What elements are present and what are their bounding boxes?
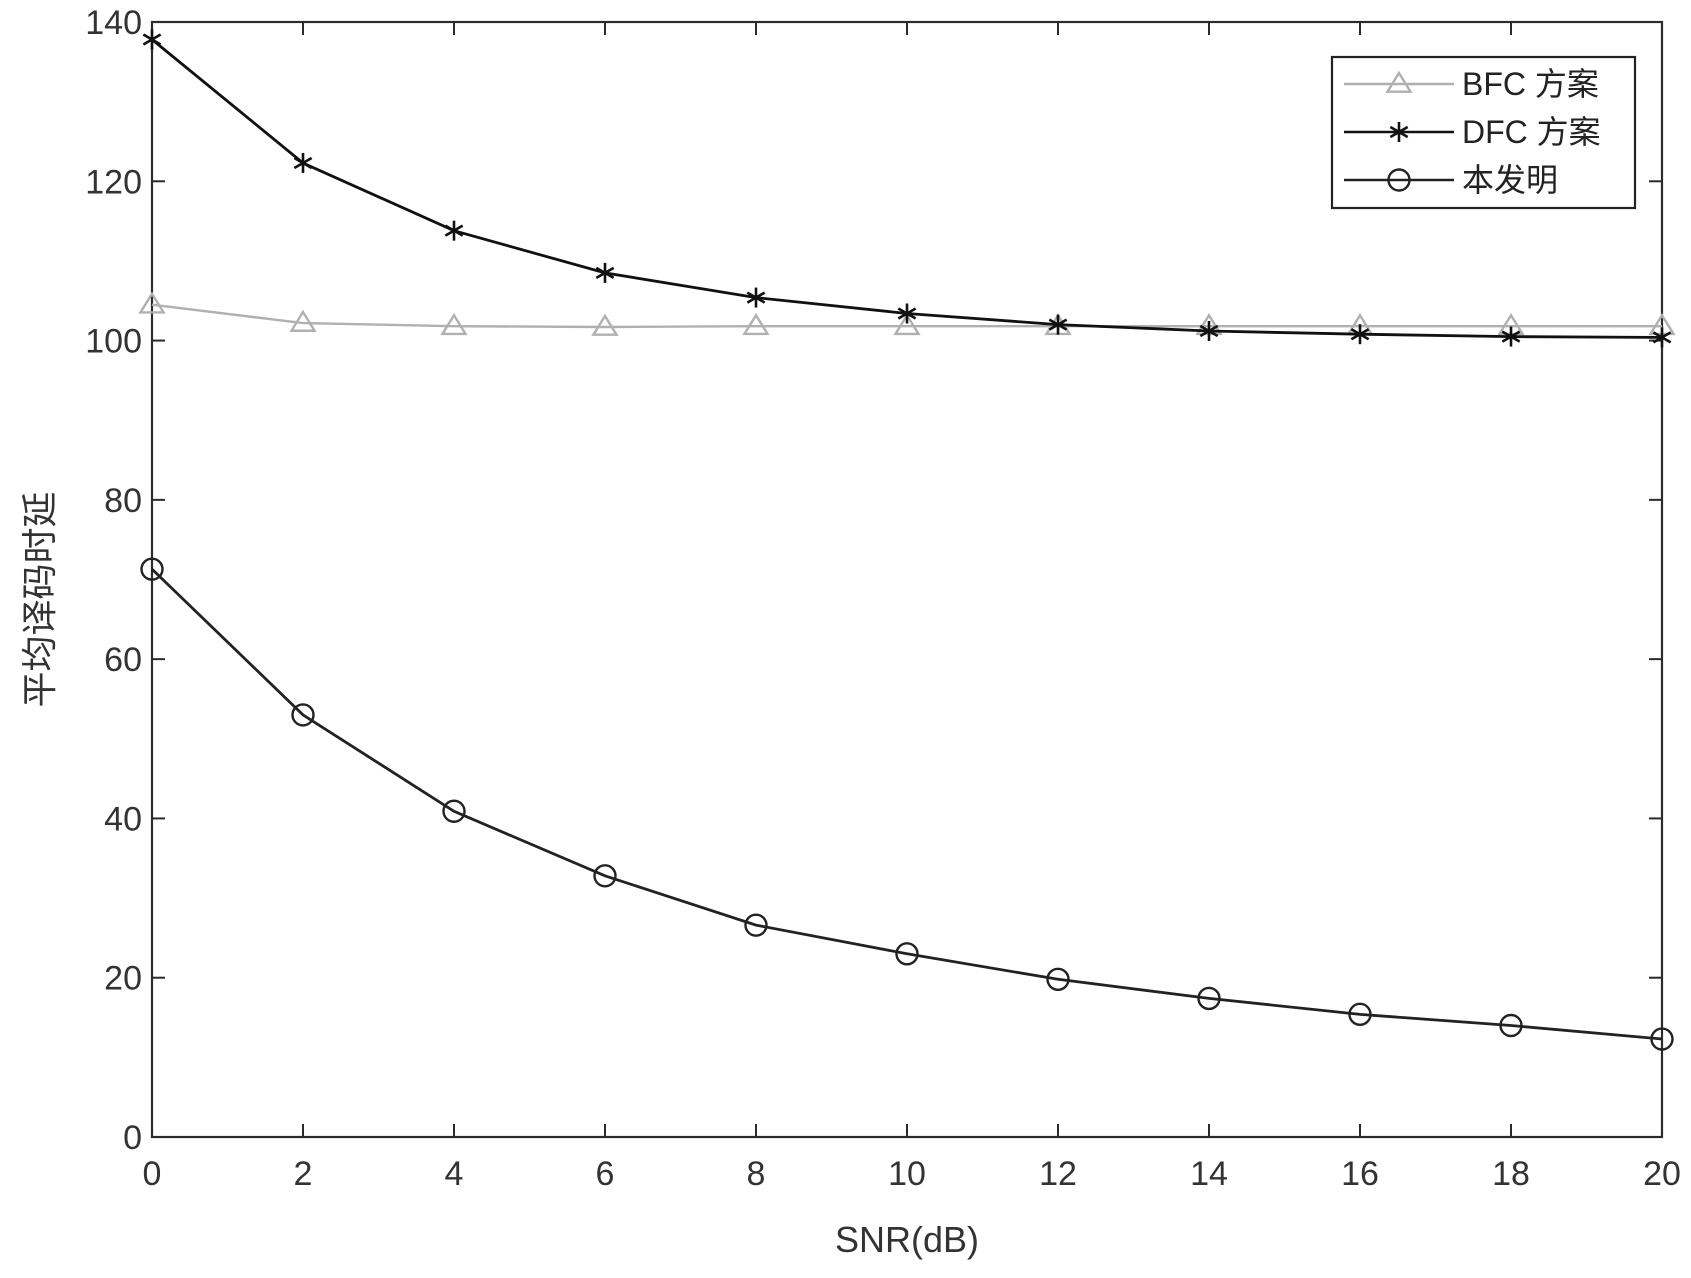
x-axis-title: SNR(dB) [835,1219,979,1260]
asterisk-stroke [1199,324,1219,338]
data-point [593,864,617,888]
axes-group: 0 2 4 6 8 10 12 14 16 18 20 0 20 40 60 80 100 120 140 SNR(d… [19,4,1681,1260]
y-tick-label: 40 [104,800,142,838]
legend-label: BFC 方案 [1462,66,1599,102]
data-point [742,312,770,336]
y-tick-label: 20 [104,960,142,998]
data-point [1652,327,1672,348]
legend-item: BFC 方案 [1344,66,1599,102]
y-tick-label: 0 [123,1119,142,1157]
data-point [897,303,917,324]
asterisk-stroke [142,33,162,46]
x-tick-label: 12 [1039,1155,1077,1193]
data-point [293,152,313,173]
data-point [140,557,164,581]
x-tick-label: 0 [143,1155,162,1193]
asterisk-stroke [1652,331,1672,344]
asterisk-stroke [595,266,615,280]
x-tick-label: 18 [1492,1155,1530,1193]
data-point [138,291,166,314]
x-tick-label: 6 [596,1155,615,1193]
x-tick-label: 10 [888,1155,926,1193]
data-point [1197,986,1221,1011]
x-tick-label: 16 [1341,1155,1379,1193]
asterisk-stroke [293,156,313,170]
data-point [1650,1027,1674,1051]
data-point [291,703,315,727]
x-tick-label: 2 [294,1155,313,1193]
data-point [142,29,162,50]
x-tick-label: 4 [445,1155,464,1193]
y-tick-label: 100 [85,323,142,361]
series-2 [140,557,1674,1051]
y-axis-title: 平均译码时延 [19,491,60,707]
data-point [595,262,615,283]
legend-label: DFC 方案 [1462,114,1601,150]
data-point [1501,326,1521,347]
series-group [138,29,1676,1051]
asterisk-stroke [1501,330,1521,343]
series-line [151,568,1663,1041]
legend-item: 本发明 [1344,162,1558,198]
legend-marker [1387,168,1411,192]
data-point [1048,314,1068,335]
legend-item: DFC 方案 [1344,114,1601,150]
asterisk-stroke [1389,125,1409,139]
data-point [440,312,468,336]
asterisk-stroke [897,307,917,320]
legend-marker [1389,122,1409,142]
data-point [444,220,464,241]
series-1 [142,29,1672,348]
data-point [591,313,619,336]
data-point [1348,1002,1372,1027]
asterisk-stroke [746,291,766,304]
y-tick-label: 80 [104,482,142,520]
y-tick-label: 120 [85,163,142,201]
data-point [744,913,768,937]
asterisk-stroke [1350,328,1370,341]
legend-marker [1385,70,1413,93]
y-tick-label: 60 [104,641,142,679]
data-point [1199,321,1219,342]
y-tick-label: 140 [85,4,142,42]
asterisk-stroke [1048,318,1068,331]
data-point [442,799,466,823]
data-point [1499,1013,1523,1038]
data-point [1046,967,1070,992]
data-point [893,312,921,336]
x-tick-label: 20 [1643,1155,1681,1193]
data-point [289,309,317,332]
data-point [1350,324,1370,345]
legend-label: 本发明 [1462,162,1558,198]
x-tick-label: 8 [747,1155,766,1193]
x-tick-label: 14 [1190,1155,1228,1193]
data-point [746,287,766,308]
data-point [895,942,919,966]
series-line [151,303,1662,329]
asterisk-stroke [444,224,464,237]
